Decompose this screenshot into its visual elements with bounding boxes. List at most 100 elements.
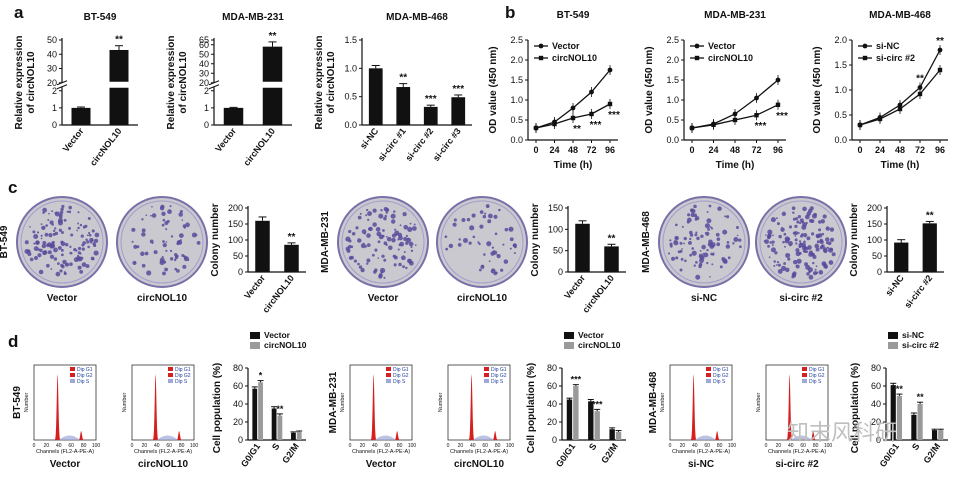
colony — [707, 227, 711, 231]
colony — [776, 222, 780, 226]
colony — [791, 206, 796, 211]
colony — [29, 226, 31, 228]
colony — [45, 224, 48, 227]
colony — [60, 207, 64, 211]
colony — [390, 213, 396, 219]
colony — [462, 238, 468, 244]
colony — [509, 237, 514, 242]
colony — [47, 219, 50, 221]
bar — [223, 107, 244, 125]
y-tick-label: 20 — [547, 417, 557, 427]
colony — [366, 262, 369, 265]
significance-mark: ** — [573, 124, 581, 135]
colony — [162, 271, 166, 276]
colony — [397, 248, 400, 251]
colony — [60, 253, 64, 257]
x-tick-label: 60 — [68, 443, 74, 449]
colony — [69, 245, 72, 248]
colony — [60, 240, 64, 244]
colony — [162, 218, 166, 222]
colony — [145, 214, 148, 217]
petri-dish-rim — [440, 200, 524, 284]
colony — [815, 247, 820, 252]
x-axis-label: Time (h) — [554, 160, 593, 171]
y-tick-label: 0 — [558, 267, 563, 277]
data-point — [937, 47, 943, 53]
colony — [77, 211, 80, 214]
colony — [706, 211, 709, 214]
colony — [709, 276, 711, 278]
y-tick-label: 1 — [52, 103, 57, 113]
colony — [33, 242, 36, 245]
legend-label: Vector — [552, 41, 580, 51]
y-tick-label: 150 — [228, 219, 243, 229]
colony — [711, 263, 714, 266]
colony — [62, 259, 67, 265]
colony — [366, 208, 369, 212]
colony — [372, 208, 377, 213]
colony — [704, 223, 711, 229]
chart-title: BT-549 — [557, 10, 590, 21]
legend-label: si-circ #2 — [902, 340, 939, 350]
colony — [508, 226, 514, 232]
y-tick-label: 1.0 — [834, 85, 847, 95]
s-phase-band — [694, 435, 716, 440]
colony — [85, 264, 90, 269]
colony — [151, 241, 154, 245]
colony — [133, 244, 138, 249]
colony — [788, 225, 793, 229]
g2-peak — [714, 431, 720, 440]
colony — [86, 234, 89, 237]
colony — [726, 215, 730, 219]
legend-swatch — [564, 332, 574, 339]
legend-label: Dip G2 — [175, 373, 191, 379]
colony — [53, 247, 58, 253]
x-tick-label: si-NC — [358, 126, 381, 151]
x-tick-label: 0 — [131, 443, 134, 449]
colony — [774, 251, 778, 255]
colony — [383, 276, 386, 279]
x-tick-label: 100 — [728, 443, 737, 449]
dish-label: Vector — [47, 293, 78, 304]
colony — [819, 238, 823, 243]
y-axis-label: Number — [340, 393, 346, 413]
y-tick-label: 0 — [204, 120, 209, 130]
colony — [802, 248, 807, 253]
legend-swatch — [250, 342, 260, 349]
cell-line-label: BT-549 — [0, 225, 10, 258]
bar — [594, 411, 600, 440]
colony — [771, 240, 775, 244]
colony — [371, 253, 375, 257]
colony — [457, 243, 462, 247]
y-tick-label: 0.0 — [344, 120, 357, 130]
significance-mark: * — [259, 371, 263, 381]
colony — [802, 206, 807, 212]
colony — [693, 264, 696, 267]
colony — [831, 252, 836, 257]
colony — [165, 249, 168, 252]
colony — [402, 211, 407, 217]
colony — [164, 220, 169, 225]
colony — [146, 270, 152, 276]
significance-mark: *** — [755, 121, 767, 132]
colony — [368, 226, 373, 232]
colony — [513, 252, 516, 255]
colony — [783, 262, 787, 265]
colony — [182, 224, 187, 228]
y-axis-label: Cell population (%) — [212, 363, 223, 454]
colony — [677, 250, 681, 254]
x-tick-label: 24 — [875, 145, 885, 155]
colony — [479, 224, 484, 229]
colony — [780, 265, 787, 272]
data-point — [917, 91, 923, 97]
colony — [673, 240, 679, 246]
legend-label: Dip G1 — [809, 367, 825, 373]
colony — [364, 245, 368, 248]
colony — [769, 241, 772, 244]
colony — [812, 261, 815, 265]
colony — [392, 254, 397, 259]
colony — [771, 244, 774, 247]
x-axis-label: Channels (FL2-A-PE-A) — [672, 449, 730, 455]
x-tick-label: 0 — [669, 443, 672, 449]
